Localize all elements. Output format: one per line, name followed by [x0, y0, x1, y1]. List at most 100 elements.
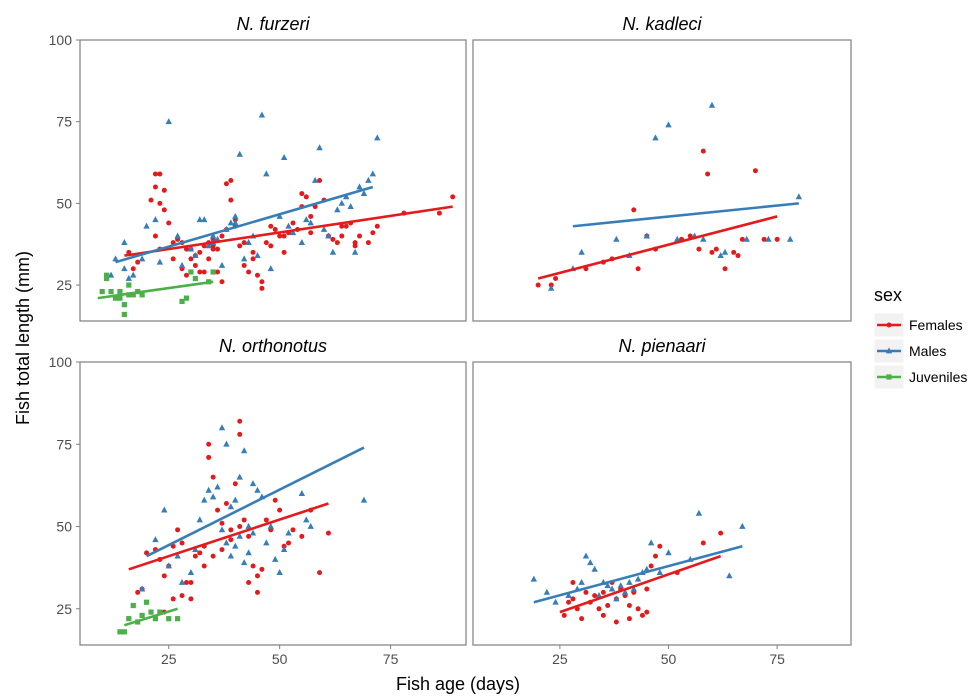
data-point — [179, 593, 185, 599]
data-point — [254, 252, 261, 259]
data-point — [152, 616, 159, 622]
data-point — [357, 233, 363, 239]
data-point — [743, 235, 750, 242]
data-point — [700, 148, 706, 154]
data-point — [236, 150, 243, 157]
data-point — [786, 235, 794, 242]
x-axis-title: Fish age (days) — [396, 674, 520, 694]
trend-line — [128, 502, 329, 571]
data-point — [197, 269, 203, 275]
data-point — [237, 243, 243, 249]
data-point — [240, 255, 248, 262]
series-males — [530, 509, 746, 605]
data-point — [644, 586, 650, 592]
data-point — [157, 200, 163, 206]
data-point — [561, 612, 567, 618]
data-point — [232, 542, 239, 549]
data-point — [608, 585, 616, 592]
data-point — [241, 240, 247, 246]
data-point — [591, 565, 598, 572]
data-point — [600, 589, 606, 595]
data-point — [250, 563, 256, 569]
x-tick-label: 25 — [552, 651, 568, 667]
data-point — [277, 507, 283, 513]
data-point — [135, 589, 141, 595]
data-point — [600, 612, 606, 618]
legend-label: Females — [909, 317, 963, 333]
data-point — [687, 233, 693, 239]
data-point — [210, 474, 216, 480]
data-point — [263, 517, 269, 523]
data-point — [179, 540, 185, 546]
trend-line — [124, 205, 453, 257]
panel-title: N. pienaari — [618, 336, 706, 356]
panel-title: N. kadleci — [622, 14, 702, 34]
data-point — [223, 539, 230, 546]
data-point — [232, 219, 239, 226]
data-point — [635, 266, 641, 272]
data-point — [143, 222, 150, 229]
data-point — [700, 540, 706, 546]
trend-line — [145, 446, 365, 558]
y-tick-label: 25 — [56, 277, 72, 293]
data-point — [579, 616, 585, 622]
data-point — [157, 171, 163, 177]
data-point — [192, 252, 199, 259]
data-point — [152, 216, 159, 223]
data-point — [201, 496, 208, 503]
data-point — [254, 589, 260, 595]
data-point — [192, 545, 199, 552]
trend-line — [123, 607, 178, 627]
data-point — [644, 609, 650, 615]
data-point — [548, 284, 555, 291]
data-point — [268, 223, 274, 229]
data-point — [276, 569, 283, 576]
data-point — [183, 579, 189, 585]
data-point — [277, 233, 283, 239]
data-point — [281, 233, 287, 239]
data-point — [761, 236, 767, 242]
data-point — [188, 269, 194, 275]
data-point — [317, 570, 323, 576]
data-point — [570, 596, 576, 602]
data-point — [765, 235, 772, 242]
data-point — [166, 616, 172, 622]
data-point — [245, 522, 252, 529]
data-point — [259, 285, 265, 291]
data-point — [708, 101, 716, 108]
y-tick-label: 50 — [56, 519, 72, 535]
panel-4: N. pienaari 25 50 75 — [472, 336, 852, 667]
legend-item-juveniles: Juveniles — [873, 364, 967, 390]
data-point — [236, 473, 243, 480]
data-point — [165, 118, 172, 125]
data-point — [138, 585, 146, 592]
trend-line — [97, 280, 214, 300]
data-point — [696, 246, 702, 252]
data-point — [365, 176, 372, 183]
series-males — [138, 424, 368, 592]
data-point — [652, 553, 658, 559]
data-point — [152, 171, 158, 177]
data-point — [263, 240, 269, 246]
data-point — [99, 288, 105, 295]
data-point — [374, 223, 380, 229]
data-point — [370, 230, 376, 236]
data-point — [343, 223, 349, 229]
data-point — [334, 206, 341, 213]
data-point — [215, 246, 221, 252]
data-point — [107, 271, 115, 278]
data-point — [631, 207, 637, 213]
data-point — [709, 249, 715, 255]
data-point — [272, 497, 278, 503]
data-point — [232, 496, 239, 503]
data-point — [174, 552, 181, 559]
data-point — [298, 238, 306, 245]
data-point — [303, 216, 310, 223]
data-point — [647, 539, 655, 546]
data-point — [192, 553, 198, 559]
legend-item-females: Females — [873, 312, 963, 338]
data-point — [626, 603, 632, 609]
data-point — [223, 181, 229, 187]
data-point — [352, 240, 358, 246]
data-point — [316, 144, 323, 151]
